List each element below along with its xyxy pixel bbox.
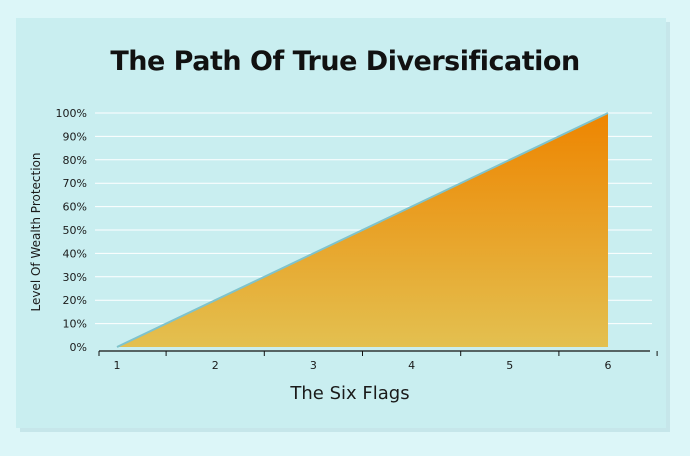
x-tick-label: 4 (408, 359, 415, 372)
y-tick-label: 20% (63, 294, 87, 307)
data-point (312, 252, 314, 254)
chart-title: The Path Of True Diversification (110, 46, 580, 77)
data-point (411, 206, 413, 208)
y-tick-label: 70% (63, 177, 87, 190)
data-point (214, 299, 216, 301)
y-tick-label: 80% (63, 154, 87, 167)
y-tick-label: 90% (63, 130, 87, 143)
data-point (509, 159, 511, 161)
y-tick-label: 30% (63, 271, 87, 284)
y-tick-label: 50% (63, 224, 87, 237)
x-tick-label: 2 (212, 359, 219, 372)
x-axis-label: The Six Flags (290, 383, 410, 404)
data-point (116, 346, 118, 348)
y-tick-label: 0% (70, 341, 87, 354)
area-series (116, 112, 609, 348)
x-tick-label: 3 (310, 359, 317, 372)
x-tick-label: 5 (506, 359, 513, 372)
y-tick-label: 60% (63, 201, 87, 214)
y-tick-label: 100% (56, 107, 87, 120)
y-tick-label: 40% (63, 247, 87, 260)
x-axis (98, 350, 658, 356)
y-axis-ticks: 0% 10% 20% 30% 40% 50% 60% 70% 80% 90% 100% (56, 107, 87, 354)
series-line (116, 112, 609, 348)
x-tick-label: 6 (605, 359, 612, 372)
x-axis-ticks: 1 2 3 4 5 6 (114, 359, 612, 372)
y-tick-label: 10% (63, 318, 87, 331)
data-point (607, 112, 609, 114)
x-tick-label: 1 (114, 359, 121, 372)
